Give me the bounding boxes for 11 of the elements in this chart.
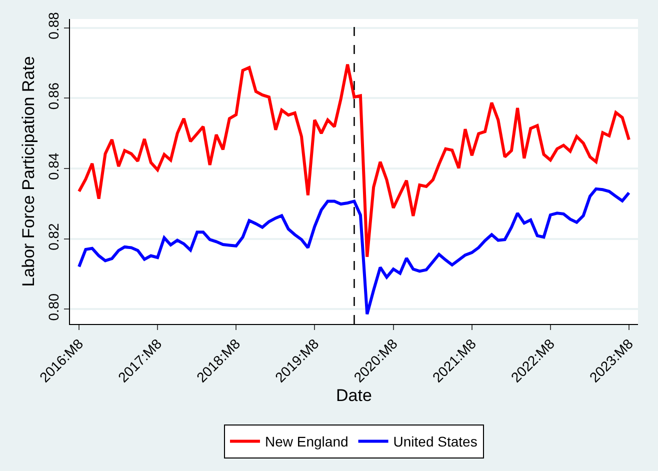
legend-label: New England <box>265 434 348 450</box>
y-tick-label: 0.86 <box>45 82 62 110</box>
x-axis-title: Date <box>336 386 372 405</box>
y-tick-label: 0.88 <box>45 12 62 40</box>
y-axis-title: Labor Force Participation Rate <box>18 56 38 287</box>
y-tick-label: 0.84 <box>45 152 62 180</box>
y-tick-label: 0.80 <box>45 293 62 321</box>
y-tick-label: 0.82 <box>45 222 62 250</box>
line-series <box>78 187 630 316</box>
legend-label: United States <box>393 434 478 450</box>
line-series <box>78 62 630 258</box>
